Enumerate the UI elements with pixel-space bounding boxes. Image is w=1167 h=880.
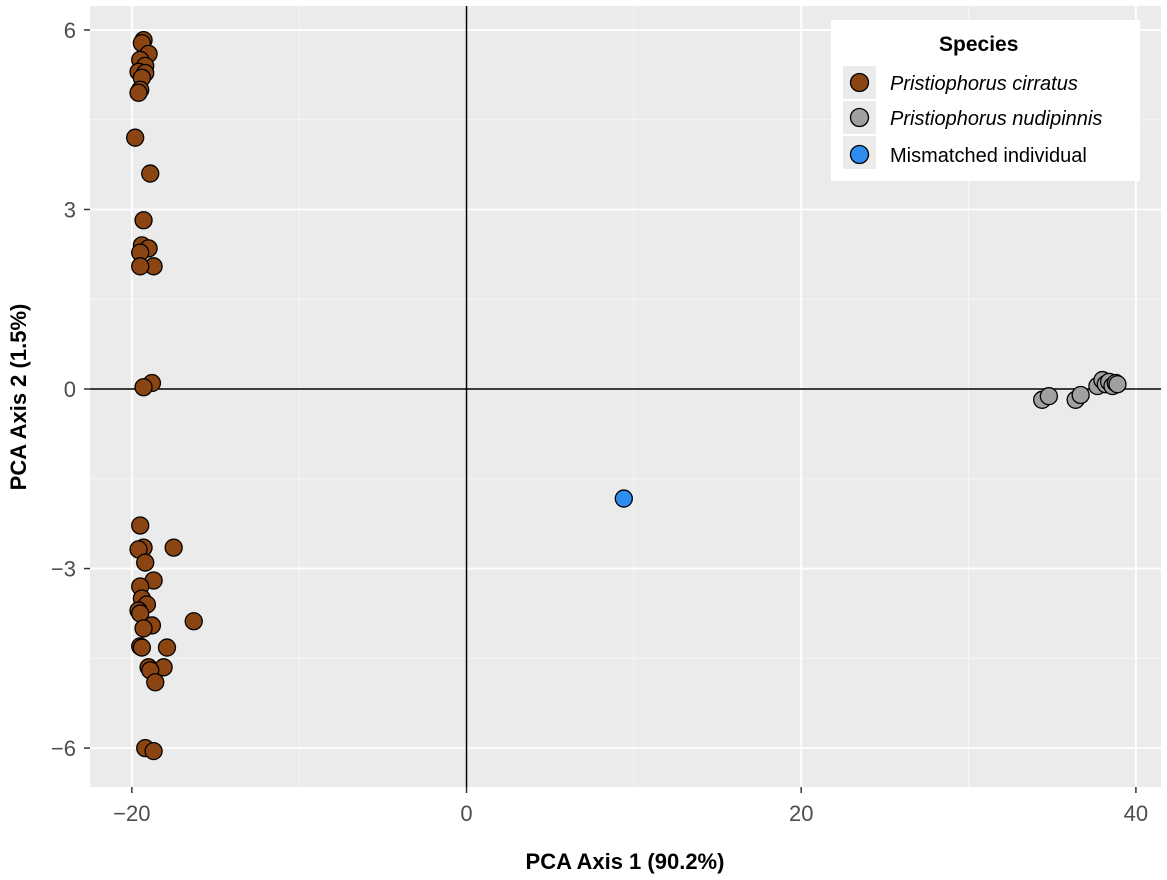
legend: Species Pristiophorus cirratus Pristioph… xyxy=(831,20,1140,181)
y-tick-label: 6 xyxy=(64,18,76,43)
legend-key-mismatched xyxy=(849,144,870,165)
y-tick-label: −3 xyxy=(51,557,76,582)
point-pristiophorus-cirratus xyxy=(184,612,203,631)
y-axis-ticks: −6 −3 0 3 6 xyxy=(51,18,90,761)
legend-title: Species xyxy=(939,33,1018,56)
x-tick-label: 20 xyxy=(789,801,813,826)
y-tick-label: −6 xyxy=(51,736,76,761)
point-pristiophorus-cirratus xyxy=(164,538,183,557)
legend-label-mismatched: Mismatched individual xyxy=(890,145,1087,167)
legend-key-nudipinnis xyxy=(849,107,870,128)
point-pristiophorus-cirratus xyxy=(157,638,177,657)
point-pristiophorus-nudipinnis xyxy=(1071,385,1090,405)
y-tick-label: 0 xyxy=(64,377,76,402)
point-pristiophorus-cirratus xyxy=(126,128,145,147)
point-pristiophorus-cirratus xyxy=(134,378,153,397)
x-tick-label: 0 xyxy=(460,801,472,826)
point-pristiophorus-cirratus xyxy=(141,164,160,183)
legend-key-cirratus xyxy=(849,72,870,93)
data-points xyxy=(126,30,1127,761)
point-pristiophorus-cirratus xyxy=(144,741,163,761)
x-axis-ticks: −20 0 20 40 xyxy=(113,787,1148,826)
y-tick-label: 3 xyxy=(64,197,76,222)
point-pristiophorus-cirratus xyxy=(146,673,165,692)
x-tick-label: 40 xyxy=(1124,801,1148,826)
x-tick-label: −20 xyxy=(113,801,150,826)
point-pristiophorus-nudipinnis xyxy=(1108,375,1127,394)
point-pristiophorus-cirratus xyxy=(134,619,153,638)
point-pristiophorus-cirratus xyxy=(136,553,155,572)
legend-box xyxy=(831,20,1140,181)
y-axis-title: PCA Axis 2 (1.5%) xyxy=(6,304,31,491)
point-pristiophorus-cirratus xyxy=(131,516,150,535)
point-pristiophorus-cirratus xyxy=(134,211,153,230)
point-pristiophorus-nudipinnis xyxy=(1039,387,1059,406)
point-pristiophorus-cirratus xyxy=(132,638,152,657)
x-axis-title: PCA Axis 1 (90.2%) xyxy=(526,849,725,874)
point-mismatched-individual xyxy=(614,489,633,508)
legend-label-cirratus: Pristiophorus cirratus xyxy=(890,73,1078,95)
reference-lines xyxy=(90,6,1161,787)
legend-label-nudipinnis: Pristiophorus nudipinnis xyxy=(890,108,1102,130)
point-pristiophorus-cirratus xyxy=(131,257,150,276)
point-pristiophorus-cirratus xyxy=(129,83,148,102)
